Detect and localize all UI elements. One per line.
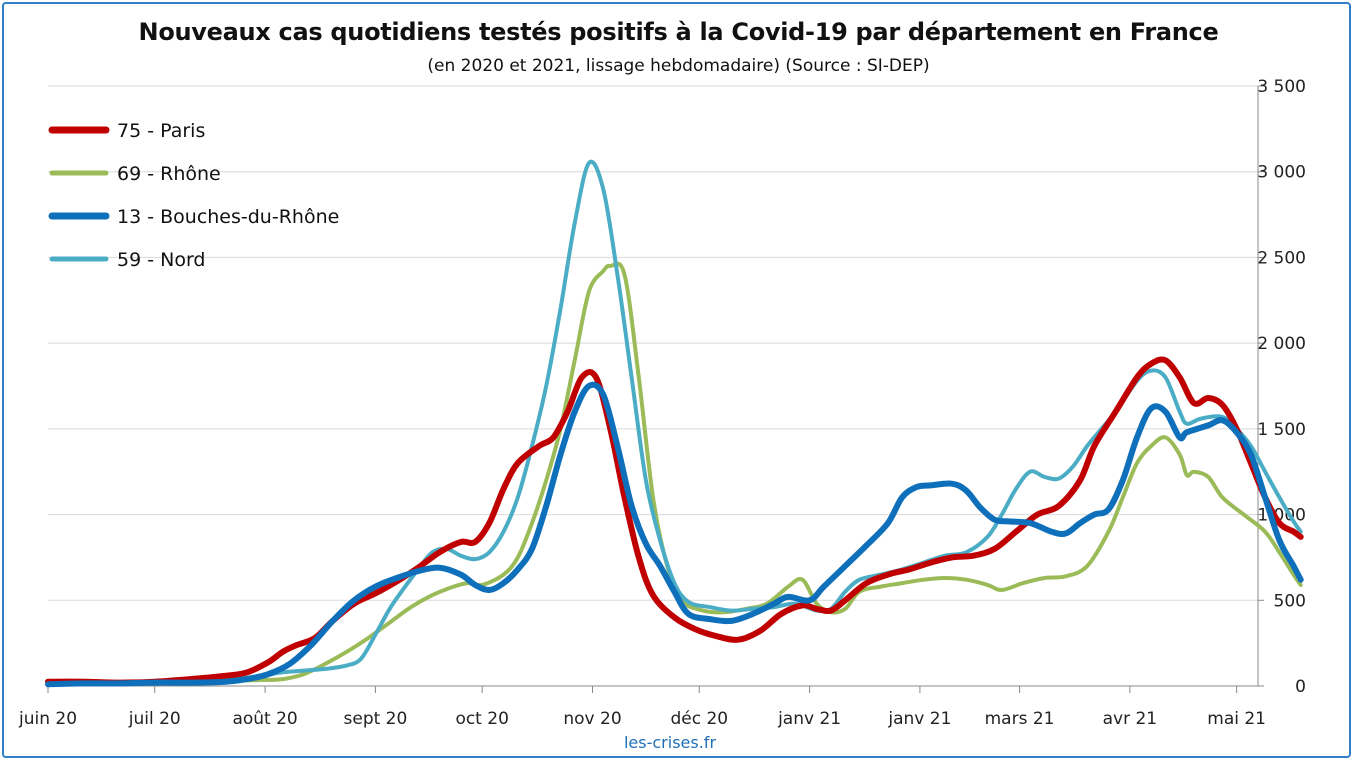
y-tick-label: 500 [1274, 591, 1306, 611]
x-tick-label: nov 20 [563, 709, 621, 729]
x-tick-label: juin 20 [18, 709, 77, 729]
series-line-69-rhone [46, 261, 1303, 687]
x-tick-label: mai 21 [1207, 709, 1266, 729]
series-lines [45, 159, 1304, 688]
legend-label: 75 - Paris [117, 120, 205, 142]
y-tick-label: 2 500 [1257, 248, 1306, 268]
x-tick-label: déc 20 [670, 709, 728, 729]
source-label: les-crises.fr [624, 733, 716, 752]
series-line-13-bouches-du-rhone [45, 381, 1304, 688]
chart-subtitle: (en 2020 et 2021, lissage hebdomadaire) … [427, 56, 930, 76]
x-tick-label: oct 20 [455, 709, 508, 729]
y-tick-label: 2 000 [1257, 334, 1306, 354]
legend-label: 59 - Nord [117, 249, 206, 271]
legend-label: 13 - Bouches-du-Rhône [117, 206, 339, 228]
legend-label: 69 - Rhône [117, 163, 221, 185]
x-tick-label: août 20 [232, 709, 297, 729]
legend: 75 - Paris 69 - Rhône 13 - Bouches-du-Rhôn… [48, 120, 339, 271]
x-tick-label: avr 21 [1103, 709, 1158, 729]
y-tick-label: 3 000 [1257, 163, 1306, 183]
x-tick-label: mars 21 [985, 709, 1055, 729]
y-tick-label: 0 [1295, 677, 1306, 697]
series-line-59-nord [46, 159, 1303, 685]
x-tick-label: juil 20 [128, 709, 181, 729]
x-tick-label: janv 21 [777, 709, 841, 729]
chart-title: Nouveaux cas quotidiens testés positifs … [138, 18, 1219, 46]
x-tick-label: janv 21 [887, 709, 951, 729]
y-tick-label: 3 500 [1257, 77, 1306, 97]
gridlines [48, 85, 1258, 601]
x-tick-label: sept 20 [344, 709, 408, 729]
y-tick-label: 1 500 [1257, 420, 1306, 440]
